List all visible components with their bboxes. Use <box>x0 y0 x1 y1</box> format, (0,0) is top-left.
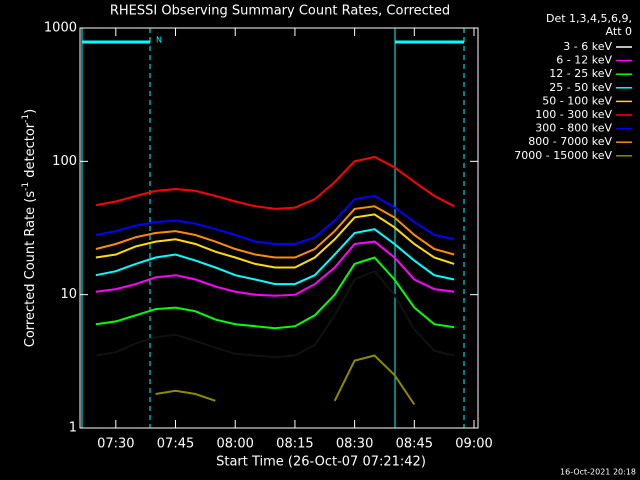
x-tick-label: 09:00 <box>455 437 492 452</box>
legend-header: Det 1,3,4,5,6,9, <box>546 12 632 25</box>
legend-label: 12 - 25 keV <box>549 67 612 80</box>
markers <box>81 28 465 428</box>
legend-label: 800 - 7000 keV <box>528 135 612 148</box>
x-tick-label: 08:45 <box>396 437 433 452</box>
y-tick-label: 10 <box>60 287 77 302</box>
series-line <box>95 228 455 286</box>
series-line <box>95 205 455 259</box>
series <box>95 240 455 297</box>
series <box>95 194 455 245</box>
plot-frame <box>79 27 479 429</box>
y-axis-title-part: ) <box>23 109 38 114</box>
chart-title: RHESSI Observing Summary Count Rates, Co… <box>110 4 450 19</box>
series <box>95 256 455 330</box>
x-tick-label: 07:45 <box>157 437 194 452</box>
x-axis-title: Start Time (26-Oct-07 07:21:42) <box>216 455 426 470</box>
y-axis-title: Corrected Count Rate (s-1 detector-1) <box>21 109 38 347</box>
y-tick-label: 1000 <box>44 21 77 36</box>
y-axis-title-part: detector <box>23 122 38 182</box>
y-axis-title-part: -1 <box>21 114 31 123</box>
y-axis-title-part: Corrected Count Rate (s <box>23 191 38 348</box>
series-line <box>95 213 455 269</box>
series <box>95 269 455 359</box>
legend-label: 7000 - 15000 keV <box>514 149 612 162</box>
series-line <box>155 354 416 406</box>
y-axis-title-part: -1 <box>21 182 31 191</box>
footer: 16-Oct-2021 20:18 <box>560 468 636 477</box>
series-line <box>95 194 455 245</box>
y-tick-label: 1 <box>69 421 77 436</box>
x-tick-label: 08:30 <box>336 437 373 452</box>
legend-label: 100 - 300 keV <box>535 108 612 121</box>
series-line <box>95 269 455 359</box>
legend-label: 25 - 50 keV <box>549 81 612 94</box>
series <box>95 213 455 269</box>
legend-label: 300 - 800 keV <box>535 122 612 135</box>
series <box>95 205 455 259</box>
legend-header: Att 0 <box>606 25 632 38</box>
x-tick-label: 08:00 <box>216 437 253 452</box>
series-line <box>95 155 455 210</box>
annotation: N <box>156 36 162 45</box>
x-tick-label: 08:15 <box>276 437 313 452</box>
series <box>155 354 416 406</box>
series <box>95 155 455 210</box>
legend-label: 50 - 100 keV <box>542 94 612 107</box>
legend-label: 3 - 6 keV <box>563 40 612 53</box>
series-line <box>95 240 455 297</box>
series <box>95 228 455 286</box>
legend-label: 6 - 12 keV <box>556 54 612 67</box>
y-tick-label: 100 <box>52 154 77 169</box>
series-line <box>95 256 455 330</box>
x-tick-label: 07:30 <box>97 437 134 452</box>
